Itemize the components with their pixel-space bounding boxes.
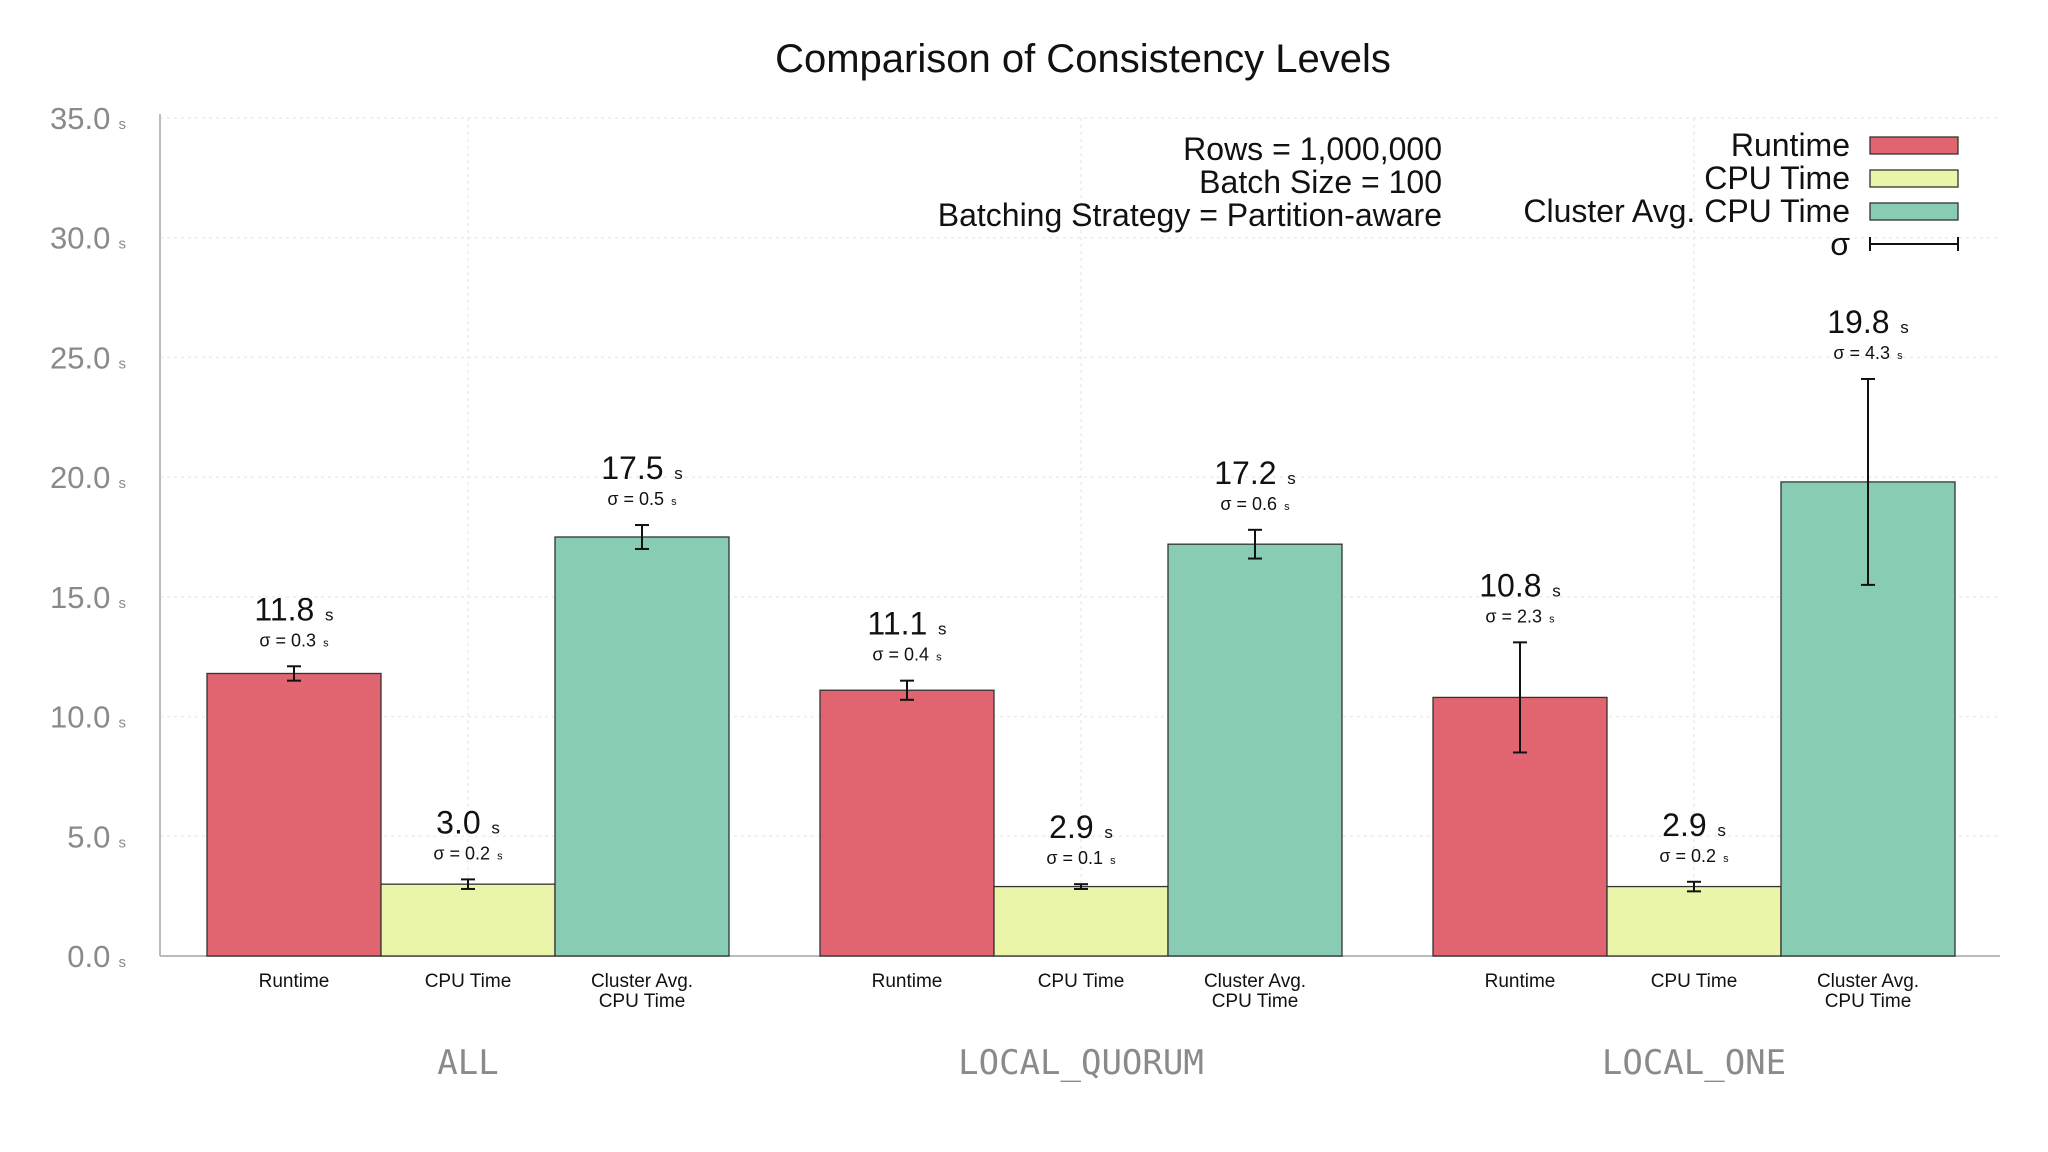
annotation: Batching Strategy = Partition-aware	[938, 197, 1442, 233]
sigma-label: σ = 2.3 s	[1485, 606, 1555, 626]
gridlines	[160, 117, 2000, 956]
category-label: CPU Time	[599, 991, 686, 1012]
bars	[206, 377, 1956, 957]
bar-cpu-time	[993, 885, 1169, 957]
chart-title: Comparison of Consistency Levels	[775, 37, 1391, 81]
y-tick-label: 25.0 s	[50, 340, 126, 375]
legend-label: CPU Time	[1704, 160, 1850, 196]
legend-swatch	[1869, 136, 1959, 155]
error-bar	[1074, 883, 1088, 890]
y-tick-label: 20.0 s	[50, 460, 126, 495]
y-tick-label: 35.0 s	[50, 101, 126, 136]
value-label: 17.2 s	[1214, 455, 1296, 491]
sigma-label: σ = 0.2 s	[433, 843, 503, 863]
value-label: 10.8 s	[1479, 567, 1561, 603]
value-label: 11.1 s	[867, 606, 946, 642]
sigma-label: σ = 0.1 s	[1046, 848, 1116, 868]
y-tick-label: 5.0 s	[67, 819, 126, 854]
legend-label: Cluster Avg. CPU Time	[1523, 193, 1850, 229]
bar-cpu-time	[380, 883, 556, 957]
category-label: CPU Time	[425, 971, 512, 992]
sigma-label: σ = 0.2 s	[1659, 846, 1729, 866]
bar-runtime	[206, 672, 382, 957]
annotation: Rows = 1,000,000	[1183, 131, 1442, 167]
value-label: 2.9 s	[1049, 809, 1113, 845]
y-tick-label: 15.0 s	[50, 580, 126, 615]
category-label: Cluster Avg.	[1817, 971, 1919, 992]
category-label: Runtime	[259, 971, 330, 992]
group-label: ALL	[437, 1043, 498, 1083]
error-bar	[635, 524, 649, 550]
category-label: CPU Time	[1038, 971, 1125, 992]
value-label: 17.5 s	[601, 450, 683, 486]
error-bar	[287, 665, 301, 682]
error-bar	[461, 878, 475, 890]
bar-cpu-time	[1606, 885, 1782, 957]
legend-label: σ	[1830, 226, 1850, 262]
sigma-label: σ = 0.4 s	[872, 645, 942, 665]
value-label: 11.8 s	[254, 591, 333, 627]
annotation: Batch Size = 100	[1199, 164, 1442, 200]
group-label: LOCAL_ONE	[1602, 1043, 1786, 1083]
category-label: CPU Time	[1651, 971, 1738, 992]
group-label: LOCAL_QUORUM	[958, 1043, 1204, 1083]
value-label: 3.0 s	[436, 804, 500, 840]
error-bar	[1513, 641, 1527, 754]
bar-cluster-avg-cpu-time	[554, 536, 730, 957]
category-label: Cluster Avg.	[591, 971, 693, 992]
y-tick-label: 0.0 s	[67, 939, 126, 974]
sigma-label: σ = 0.3 s	[259, 630, 329, 650]
legend-swatch	[1869, 202, 1959, 221]
category-label: CPU Time	[1825, 991, 1912, 1012]
y-tick-label: 30.0 s	[50, 221, 126, 256]
sigma-label: σ = 4.3 s	[1833, 343, 1903, 363]
bar-runtime	[819, 689, 995, 957]
y-tick-label: 10.0 s	[50, 700, 126, 735]
category-label: Runtime	[872, 971, 943, 992]
bar-cluster-avg-cpu-time	[1167, 543, 1343, 957]
legend-swatch	[1869, 169, 1959, 188]
sigma-label: σ = 0.6 s	[1220, 494, 1290, 514]
error-bar	[1861, 377, 1875, 586]
error-bar	[1248, 528, 1262, 560]
error-bar	[900, 679, 914, 701]
sigma-label: σ = 0.5 s	[607, 489, 677, 509]
value-label: 19.8 s	[1827, 304, 1909, 340]
legend-sigma-marker	[1869, 237, 1959, 251]
error-bar	[1687, 880, 1701, 893]
category-label: Cluster Avg.	[1204, 971, 1306, 992]
value-label: 2.9 s	[1662, 807, 1726, 843]
legend-label: Runtime	[1731, 127, 1850, 163]
category-label: CPU Time	[1212, 991, 1299, 1012]
category-label: Runtime	[1485, 971, 1556, 992]
